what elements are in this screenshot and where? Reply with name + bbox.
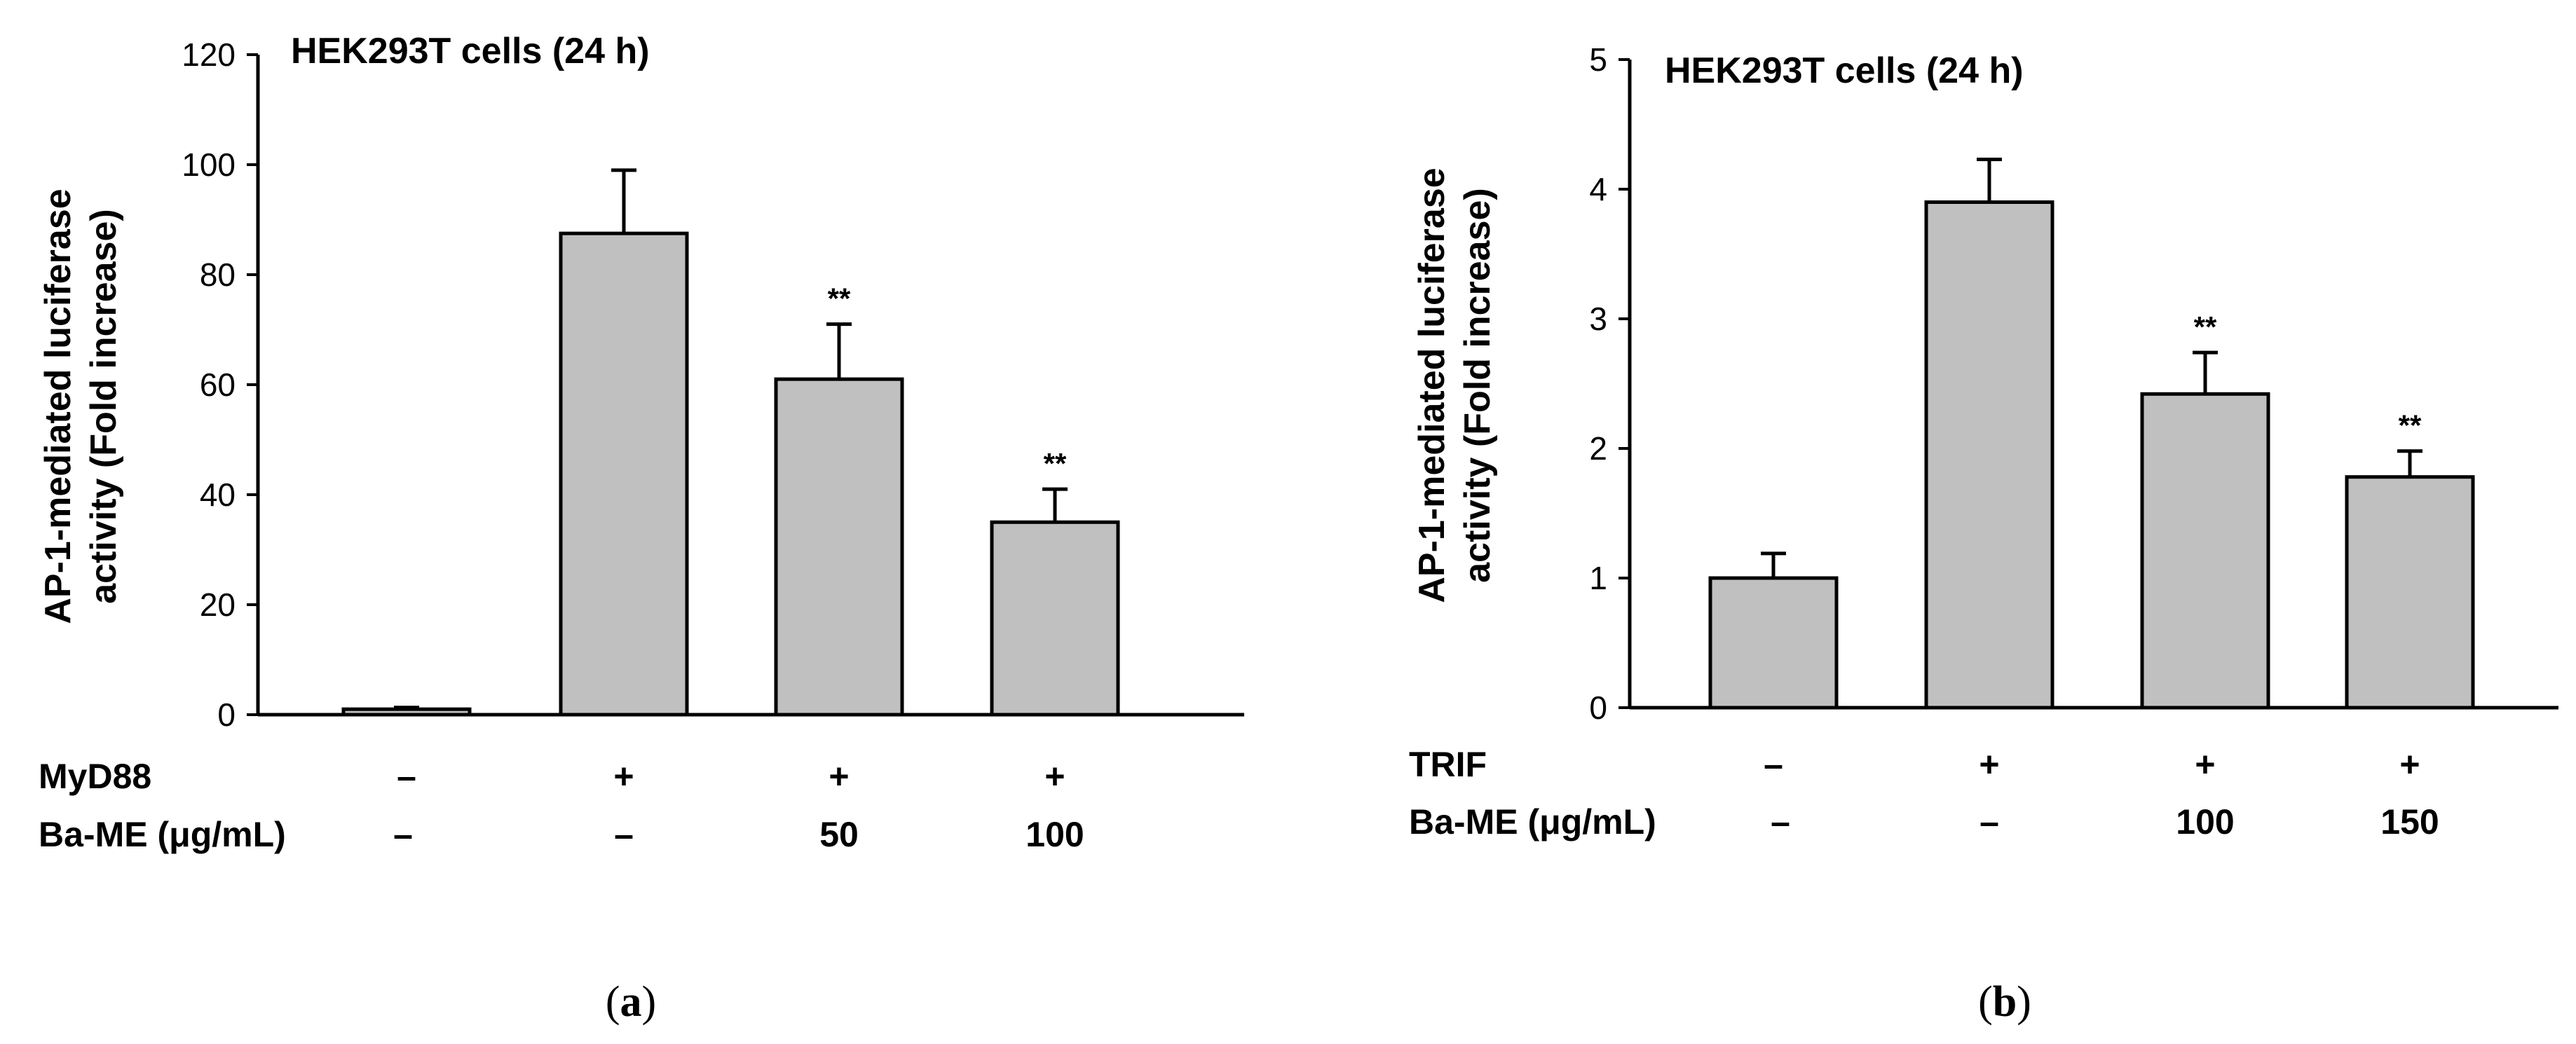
bar — [990, 520, 1120, 717]
panel-a-letter-open-paren: ( — [606, 978, 620, 1026]
panel-b-letter: (b) — [1978, 978, 2031, 1026]
panel-a-letter-close-paren: ) — [642, 978, 657, 1026]
panel-a-condition-table: MyD88 – + + + Ba-ME (μg/mL) – – 50 100 — [39, 757, 1084, 854]
condition-value: 150 — [2380, 802, 2439, 842]
panel-a-bars: ** ** — [341, 168, 1120, 717]
condition-value: – — [614, 815, 634, 854]
condition-value: 50 — [819, 815, 859, 854]
condition-value: + — [1979, 745, 1999, 784]
condition-value: + — [1044, 757, 1065, 796]
y-tick-label: 80 — [200, 256, 236, 293]
panel-a-title: HEK293T cells (24 h) — [291, 31, 650, 71]
panel-a-letter: (a) — [606, 978, 656, 1026]
condition-value: + — [2399, 745, 2420, 784]
bar — [774, 377, 904, 717]
condition-label: Ba-ME (μg/mL) — [39, 815, 286, 854]
condition-label: Ba-ME (μg/mL) — [1409, 802, 1656, 842]
condition-value: – — [1979, 802, 1999, 842]
bar — [341, 707, 472, 717]
y-tick-label: 3 — [1589, 301, 1607, 337]
condition-value: 100 — [2176, 802, 2234, 842]
y-tick-label: 0 — [1589, 689, 1607, 726]
condition-value: – — [393, 815, 413, 854]
panel-b-bars: ** ** — [1708, 157, 2475, 710]
y-tick-label: 60 — [200, 366, 236, 403]
panel-a-letter-text: a — [620, 978, 642, 1026]
y-tick-label: 100 — [182, 146, 236, 183]
y-tick-label: 120 — [182, 36, 236, 73]
bar — [2140, 392, 2270, 710]
bar — [1708, 576, 1839, 710]
y-tick-label: 4 — [1589, 171, 1607, 207]
panel-b-ylabel-line1: AP-1-mediated luciferase — [1412, 167, 1452, 603]
condition-value: – — [397, 757, 416, 796]
significance-marker: ** — [2194, 310, 2217, 343]
condition-value: 100 — [1025, 815, 1084, 854]
significance-marker: ** — [2399, 409, 2422, 442]
panel-a-chart: HEK293T cells (24 h) AP-1-mediated lucif… — [38, 31, 1244, 1026]
condition-label: TRIF — [1409, 745, 1487, 784]
condition-value: + — [613, 757, 634, 796]
condition-label: MyD88 — [39, 757, 151, 796]
significance-marker: ** — [828, 282, 851, 315]
panel-b-letter-close-paren: ) — [2017, 978, 2031, 1026]
bar — [2345, 475, 2475, 710]
y-tick-label: 1 — [1589, 560, 1607, 596]
y-tick-label: 0 — [217, 696, 236, 733]
y-tick-label: 40 — [200, 476, 236, 513]
condition-value: + — [2195, 745, 2215, 784]
condition-value: – — [1771, 802, 1790, 842]
y-tick-label: 20 — [200, 586, 236, 623]
panel-b-ylabel-line2: activity (Fold increase) — [1457, 188, 1498, 583]
bar — [1924, 200, 2054, 710]
panel-a-ylabel-line1: AP-1-mediated luciferase — [38, 188, 79, 624]
condition-value: – — [1764, 745, 1783, 784]
panel-b-chart: HEK293T cells (24 h) AP-1-mediated lucif… — [1409, 41, 2558, 1026]
condition-value: + — [829, 757, 849, 796]
panel-b-letter-open-paren: ( — [1978, 978, 1993, 1026]
panel-b-letter-text: b — [1993, 978, 2017, 1026]
panel-b-condition-table: TRIF – + + + Ba-ME (μg/mL) – – 100 150 — [1409, 745, 2439, 842]
significance-marker: ** — [1044, 447, 1067, 480]
panel-a-ylabel-line2: activity (Fold increase) — [83, 209, 124, 604]
panel-b-title: HEK293T cells (24 h) — [1665, 50, 2024, 91]
bar — [559, 231, 689, 717]
y-tick-label: 5 — [1589, 41, 1607, 78]
y-tick-label: 2 — [1589, 430, 1607, 467]
